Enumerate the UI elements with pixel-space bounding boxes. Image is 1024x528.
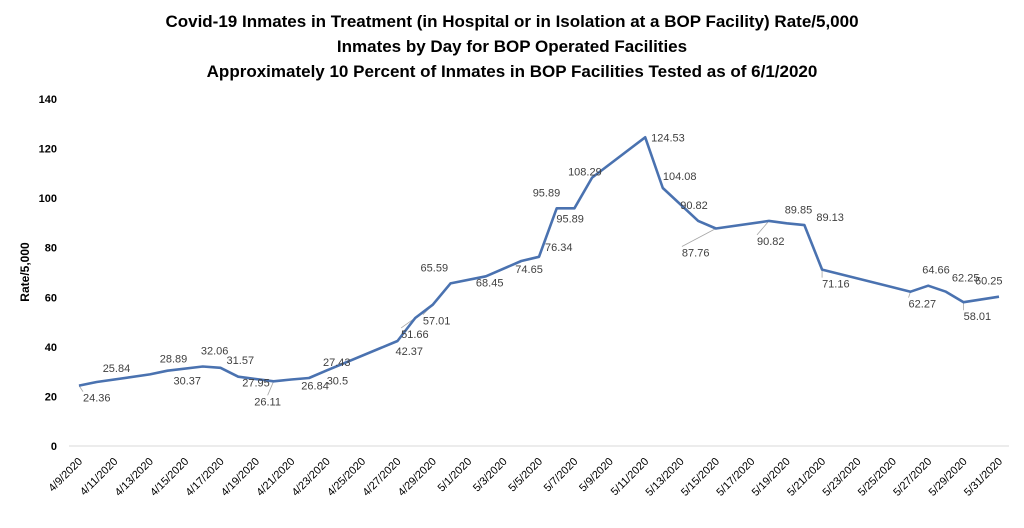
data-label: 108.29 — [568, 167, 602, 179]
data-label: 24.36 — [83, 393, 111, 405]
y-axis-label: Rate/5,000 — [18, 242, 32, 302]
y-axis: 0 20 40 60 80 100 120 140 — [39, 94, 57, 453]
y-tick-label: 0 — [51, 441, 57, 453]
data-label: 60.25 — [975, 276, 1003, 288]
data-label: 28.89 — [160, 353, 188, 365]
leader-line — [756, 220, 770, 236]
data-label: 25.84 — [103, 363, 131, 375]
series-line — [78, 136, 1000, 387]
x-tick-label: 5/1/2020 — [436, 456, 475, 495]
data-label: 64.66 — [922, 265, 950, 277]
data-label: 76.34 — [545, 242, 573, 254]
y-tick-label: 140 — [39, 94, 57, 106]
data-label: 58.01 — [964, 311, 992, 323]
data-label: 62.27 — [909, 299, 937, 311]
data-label: 89.85 — [785, 204, 813, 216]
data-label: 42.37 — [395, 346, 423, 358]
data-label: 26.11 — [254, 396, 281, 408]
y-tick-label: 80 — [45, 243, 57, 255]
data-label: 90.82 — [680, 200, 708, 212]
data-label: 27.43 — [323, 357, 351, 369]
x-tick-label: 5/31/2020 — [962, 456, 1005, 499]
chart-title-line-3: Approximately 10 Percent of Inmates in B… — [206, 62, 818, 81]
x-axis: 4/9/20204/11/20204/13/20204/15/20204/17/… — [46, 445, 1009, 499]
x-tick-label: 5/7/2020 — [542, 456, 581, 495]
data-label: 95.89 — [556, 213, 584, 225]
data-label: 71.16 — [822, 279, 850, 291]
x-tick-label: 5/5/2020 — [506, 456, 545, 495]
data-label: 62.25 — [952, 273, 980, 285]
data-label: 124.53 — [651, 132, 685, 144]
data-label: 90.82 — [757, 236, 785, 248]
data-label: 68.45 — [476, 277, 504, 289]
data-label: 30.5 — [327, 375, 348, 387]
y-tick-label: 100 — [39, 193, 57, 205]
label-leader-lines — [78, 220, 965, 396]
leader-line — [267, 381, 274, 396]
data-label: 65.59 — [421, 262, 449, 274]
data-label: 95.89 — [533, 187, 561, 199]
data-label: 32.06 — [201, 346, 229, 358]
y-tick-label: 20 — [45, 391, 57, 403]
chart-title-line-1: Covid-19 Inmates in Treatment (in Hospit… — [165, 12, 859, 31]
data-label: 30.37 — [173, 376, 201, 388]
data-label: 89.13 — [816, 212, 844, 224]
x-tick-label: 5/3/2020 — [471, 456, 510, 495]
data-label: 74.65 — [515, 264, 543, 276]
data-label: 104.08 — [663, 171, 697, 183]
data-label: 57.01 — [423, 316, 451, 328]
data-label: 31.57 — [227, 355, 255, 367]
y-tick-label: 60 — [45, 292, 57, 304]
data-label: 27.95 — [242, 378, 270, 390]
y-tick-label: 40 — [45, 342, 57, 354]
leader-line — [681, 228, 717, 247]
x-tick-label: 4/29/2020 — [396, 456, 439, 499]
data-label: 26.84 — [301, 380, 329, 392]
data-label: 51.66 — [401, 329, 429, 341]
chart-title-line-2: Inmates by Day for BOP Operated Faciliti… — [336, 37, 688, 56]
y-tick-label: 120 — [39, 144, 57, 156]
data-label: 87.76 — [682, 247, 710, 259]
